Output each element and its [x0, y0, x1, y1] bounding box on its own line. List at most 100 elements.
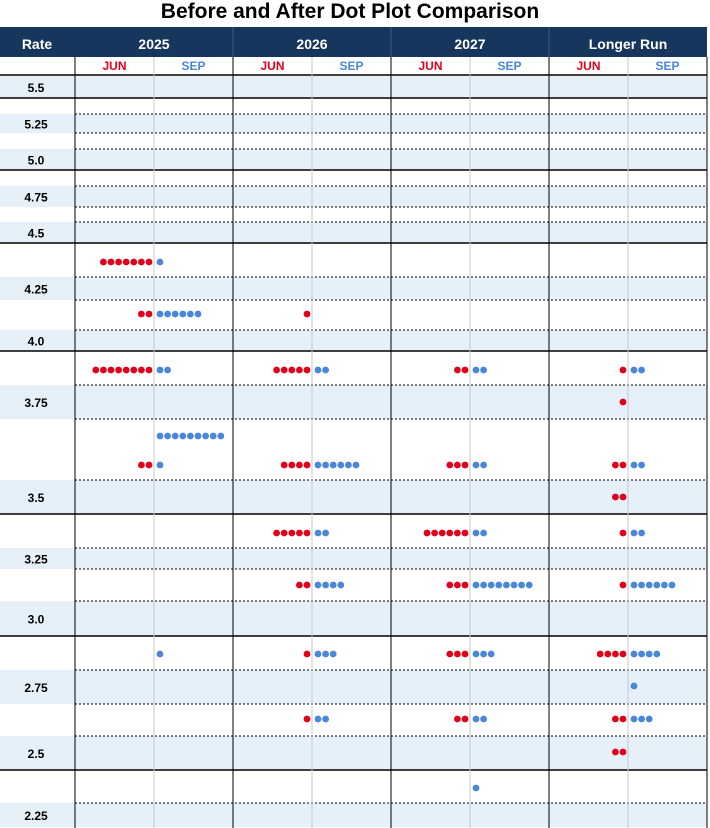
- sep-dot: [322, 461, 329, 469]
- jun-dot: [115, 258, 122, 266]
- rate-band: [0, 480, 707, 514]
- rate-label: 4.75: [24, 191, 48, 205]
- sep-dot: [322, 581, 329, 589]
- header-rate-label: Rate: [22, 36, 53, 52]
- rate-label: 5.5: [28, 81, 45, 95]
- sep-dot: [314, 715, 322, 723]
- rate-band: [0, 330, 707, 351]
- jun-dot: [296, 366, 303, 374]
- sep-dot: [472, 715, 480, 723]
- sep-dot: [630, 682, 638, 690]
- jun-dot: [612, 493, 619, 501]
- sep-dot: [472, 784, 480, 792]
- jun-dot: [303, 529, 311, 537]
- jun-dot: [461, 650, 469, 658]
- jun-dot: [612, 715, 619, 723]
- sep-dot: [156, 310, 164, 318]
- jun-dot: [619, 748, 627, 756]
- jun-dot: [288, 461, 296, 469]
- jun-dot: [612, 650, 619, 658]
- jun-dot: [446, 581, 454, 589]
- rate-label: 5.0: [28, 154, 45, 168]
- rate-band: [0, 803, 707, 827]
- sep-dot: [156, 258, 164, 266]
- sep-dot: [630, 529, 638, 537]
- sep-dot: [661, 581, 668, 589]
- jun-dot: [138, 258, 145, 266]
- jun-dot: [454, 366, 461, 374]
- sep-dot: [314, 650, 322, 658]
- header-bar: [0, 27, 707, 57]
- jun-dot: [461, 581, 469, 589]
- sep-dot: [645, 650, 653, 658]
- sep-dot: [525, 581, 533, 589]
- jun-dot: [619, 366, 627, 374]
- jun-dot: [619, 398, 627, 406]
- sep-dot: [480, 715, 487, 723]
- sep-dot: [322, 650, 329, 658]
- sep-dot: [630, 461, 638, 469]
- jun-dot: [130, 366, 138, 374]
- sep-dot: [329, 581, 337, 589]
- sep-dot: [472, 581, 480, 589]
- rate-band: [0, 186, 707, 207]
- jun-dot: [612, 748, 619, 756]
- sep-dot: [480, 581, 487, 589]
- header-column-label: 2026: [296, 36, 327, 52]
- sep-dot: [156, 650, 164, 658]
- sep-dot: [487, 650, 495, 658]
- sep-dot: [668, 581, 676, 589]
- sep-dot: [314, 529, 322, 537]
- sep-dot: [337, 461, 345, 469]
- jun-dot: [303, 581, 311, 589]
- jun-dot: [145, 258, 153, 266]
- sep-dot: [217, 432, 225, 440]
- sep-dot: [472, 529, 480, 537]
- jun-dot: [130, 258, 138, 266]
- sep-dot: [156, 461, 164, 469]
- sep-dot: [630, 715, 638, 723]
- sub-header-jun: JUN: [102, 59, 126, 73]
- sep-dot: [638, 461, 645, 469]
- sep-dot: [322, 715, 329, 723]
- sep-dot: [171, 432, 179, 440]
- jun-dot: [303, 650, 311, 658]
- sub-header-sep: SEP: [181, 59, 205, 73]
- sep-dot: [164, 432, 172, 440]
- sep-dot: [314, 461, 322, 469]
- sub-header-jun: JUN: [260, 59, 284, 73]
- jun-dot: [92, 366, 100, 374]
- sep-dot: [480, 461, 487, 469]
- jun-dot: [100, 258, 107, 266]
- sep-dot: [352, 461, 360, 469]
- rate-band: [0, 277, 707, 300]
- rate-label: 4.25: [24, 283, 48, 297]
- sep-dot: [194, 432, 202, 440]
- jun-dot: [446, 461, 454, 469]
- sep-dot: [337, 581, 345, 589]
- jun-dot: [122, 366, 130, 374]
- sep-dot: [209, 432, 217, 440]
- jun-dot: [303, 366, 311, 374]
- jun-dot: [273, 529, 280, 537]
- jun-dot: [296, 529, 303, 537]
- sep-dot: [653, 581, 661, 589]
- sep-dot: [510, 581, 518, 589]
- sub-header-sep: SEP: [339, 59, 363, 73]
- jun-dot: [107, 258, 115, 266]
- jun-dot: [296, 461, 303, 469]
- rate-band: [0, 149, 707, 170]
- sep-dot: [638, 529, 645, 537]
- header-column-label: 2025: [138, 36, 169, 52]
- rate-label: 3.75: [24, 396, 48, 410]
- rate-band: [0, 601, 707, 636]
- rate-label: 3.0: [28, 613, 45, 627]
- sep-dot: [645, 715, 653, 723]
- rate-label: 4.0: [28, 335, 45, 349]
- sep-dot: [630, 650, 638, 658]
- jun-dot: [100, 366, 107, 374]
- rate-band: [0, 114, 707, 133]
- sep-dot: [472, 650, 480, 658]
- sep-dot: [480, 529, 487, 537]
